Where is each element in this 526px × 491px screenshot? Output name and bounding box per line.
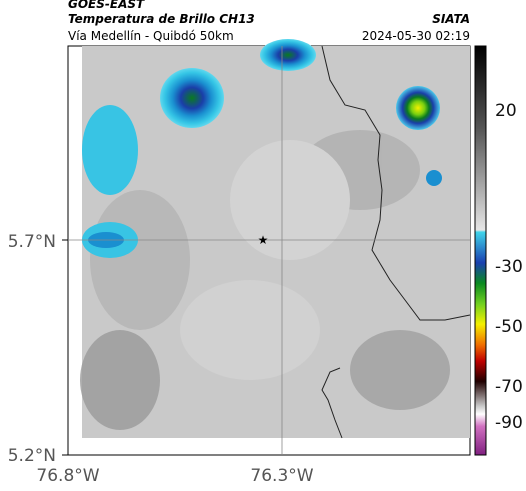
location: Vía Medellín - Quibdó 50km <box>68 29 234 43</box>
datetime: 2024-05-30 02:19 <box>362 29 470 43</box>
colorbar <box>474 45 487 456</box>
lon-tick-label: 76.3°W <box>250 466 313 486</box>
colorbar-label: -70 <box>495 377 523 397</box>
lat-tick-label: 5.2°N <box>8 446 56 466</box>
lon-tick-label: 76.8°W <box>36 466 99 486</box>
title: GOES-EAST <box>68 0 145 11</box>
cloud-texture <box>80 130 450 430</box>
subtitle: Temperatura de Brillo CH13 <box>68 12 255 26</box>
lat-tick-label: 5.7°N <box>8 232 56 252</box>
colorbar-label: -90 <box>495 413 523 433</box>
colorbar-label: -50 <box>495 317 523 337</box>
source: SIATA <box>432 12 470 26</box>
colorbar-label: 20 <box>495 101 517 121</box>
colorbar-label: -30 <box>495 257 523 277</box>
borders <box>321 45 471 439</box>
cold-clouds <box>82 39 442 258</box>
location-marker: ★ <box>258 233 269 247</box>
